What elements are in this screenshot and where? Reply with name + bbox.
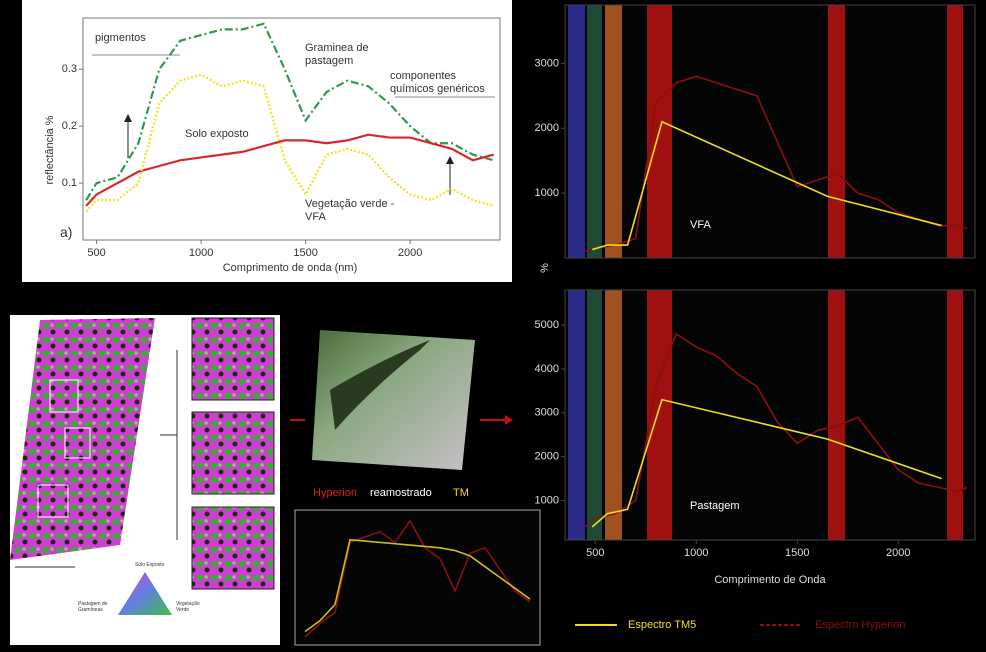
chart-title: TM — [453, 487, 469, 499]
map-inset — [192, 507, 274, 589]
plot-bg — [295, 510, 540, 645]
band — [587, 5, 602, 258]
y-axis-title: % — [539, 263, 551, 273]
chart-title: Hyperion — [313, 487, 357, 499]
band — [605, 5, 622, 258]
panel-label: VFA — [690, 219, 711, 231]
map-inset — [192, 412, 274, 494]
plot-bg — [565, 290, 975, 540]
y-tick-label: 0.3 — [62, 63, 77, 75]
y-tick-label: 3000 — [535, 57, 559, 69]
band — [947, 5, 963, 258]
y-tick-label: 2000 — [535, 451, 559, 463]
series-label: Vegetação verde - VFA — [305, 198, 400, 224]
figure: 500 1000 1500 2000 0.1 0.2 0.3 1000 2000 3000 VFA 5… — [0, 0, 986, 652]
chart-title: reamostrado — [370, 487, 432, 499]
series-label: Graminea de pastagem — [305, 42, 395, 68]
x-tick-label: 2000 — [886, 547, 910, 559]
y-tick-label: 1000 — [535, 494, 559, 506]
annotation: componentes químicos genéricos — [390, 70, 500, 96]
band — [568, 5, 585, 258]
x-axis-title: Comprimento de onda (nm) — [223, 262, 358, 274]
x-tick-label: 1500 — [785, 547, 809, 559]
ternary-label: Pastagem de Gramíneas — [78, 601, 116, 613]
y-tick-label: 3000 — [535, 407, 559, 419]
x-axis-title: Comprimento de Onda — [714, 574, 826, 586]
panel-label: a) — [60, 226, 72, 239]
arrow-head — [505, 415, 513, 425]
y-axis-title: reflectância % — [44, 115, 56, 184]
band — [605, 290, 622, 540]
legend-label: Espectro TM5 — [628, 619, 696, 631]
series-label: Solo exposto — [185, 128, 249, 141]
y-tick-label: 2000 — [535, 122, 559, 134]
y-tick-label: 5000 — [535, 319, 559, 331]
y-tick-label: 1000 — [535, 187, 559, 199]
band — [568, 290, 585, 540]
x-tick-label: 1000 — [684, 547, 708, 559]
page: 500 1000 1500 2000 0.1 0.2 0.3 1000 2000 3000 VFA 5… — [0, 0, 986, 652]
y-tick-label: 4000 — [535, 363, 559, 375]
band — [587, 290, 602, 540]
band — [947, 290, 963, 540]
x-tick-label: 2000 — [398, 247, 422, 259]
panel-label: Pastagem — [690, 500, 740, 512]
ternary-label: Solo Exposto — [135, 562, 164, 568]
y-tick-label: 0.1 — [62, 177, 77, 189]
band — [828, 5, 845, 258]
plot-bg — [565, 5, 975, 258]
ternary-label: Vegetação Verde — [176, 601, 206, 613]
x-tick-label: 1500 — [293, 247, 317, 259]
annotation: pigmentos — [95, 32, 146, 45]
legend-label: Espectro Hyperion — [815, 619, 906, 631]
x-tick-label: 1000 — [189, 247, 213, 259]
map-inset — [192, 318, 274, 400]
band — [828, 290, 845, 540]
x-tick-label: 500 — [586, 547, 604, 559]
x-tick-label: 500 — [87, 247, 105, 259]
y-tick-label: 0.2 — [62, 120, 77, 132]
